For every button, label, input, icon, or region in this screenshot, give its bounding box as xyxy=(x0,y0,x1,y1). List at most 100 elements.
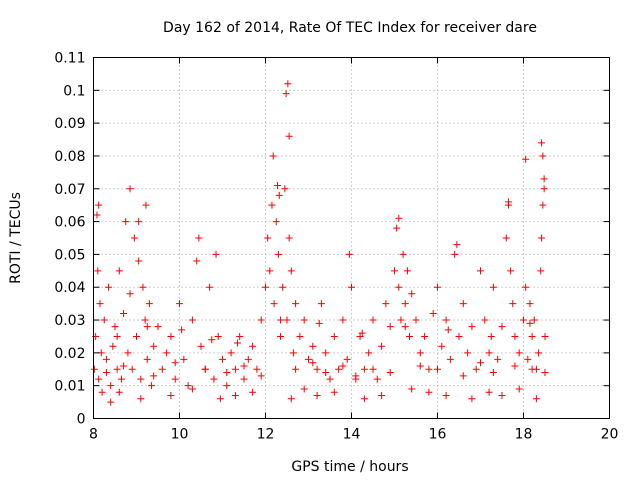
data-point xyxy=(539,152,547,160)
data-point xyxy=(541,332,549,340)
data-point xyxy=(395,283,403,291)
data-point xyxy=(309,342,317,350)
data-point xyxy=(137,375,145,383)
data-point xyxy=(401,300,409,308)
data-point xyxy=(421,332,429,340)
y-axis-label: ROTI / TECUs xyxy=(8,192,24,284)
data-point xyxy=(126,290,134,298)
data-point xyxy=(393,224,401,232)
data-point xyxy=(504,198,512,206)
data-point xyxy=(244,355,252,363)
data-point xyxy=(535,349,543,357)
data-point xyxy=(240,362,248,370)
data-point xyxy=(137,395,145,403)
data-point xyxy=(269,152,277,160)
y-tick-label: 0.07 xyxy=(54,182,85,198)
data-point xyxy=(399,250,407,258)
data-point xyxy=(188,385,196,393)
data-point xyxy=(397,316,405,324)
data-point xyxy=(502,234,510,242)
data-point xyxy=(223,369,231,377)
data-point xyxy=(171,359,179,367)
data-point xyxy=(281,185,289,193)
data-point xyxy=(264,234,272,242)
data-point xyxy=(274,181,282,189)
data-markers xyxy=(90,80,549,406)
data-point xyxy=(102,355,110,363)
data-point xyxy=(434,283,441,291)
data-point xyxy=(109,342,117,350)
data-point xyxy=(128,365,136,373)
data-point xyxy=(94,267,102,275)
data-point xyxy=(369,316,377,324)
data-point xyxy=(292,365,300,373)
data-point xyxy=(111,323,119,331)
data-point xyxy=(511,362,519,370)
data-point xyxy=(188,316,196,324)
data-point xyxy=(378,392,386,400)
data-point xyxy=(163,349,171,357)
x-tick-label: 16 xyxy=(429,427,447,443)
data-point xyxy=(468,395,476,403)
data-point xyxy=(515,385,523,393)
x-tick-label: 12 xyxy=(257,427,275,443)
data-point xyxy=(541,369,549,377)
data-point xyxy=(326,375,334,383)
data-point xyxy=(528,332,536,340)
data-point xyxy=(464,349,472,357)
data-point xyxy=(322,369,330,377)
data-point xyxy=(352,372,360,380)
data-point xyxy=(313,392,321,400)
data-point xyxy=(287,395,295,403)
data-point xyxy=(489,369,497,377)
y-tick-label: 0.05 xyxy=(54,247,85,263)
data-point xyxy=(117,375,125,383)
data-point xyxy=(272,218,280,226)
data-point xyxy=(262,283,269,291)
data-point xyxy=(234,339,242,347)
data-point xyxy=(195,234,203,242)
data-point xyxy=(93,211,101,219)
data-point xyxy=(133,332,140,340)
data-point xyxy=(176,300,183,308)
data-point xyxy=(472,365,480,373)
data-point xyxy=(451,250,459,258)
data-point xyxy=(167,392,175,400)
data-point xyxy=(538,234,546,242)
data-point xyxy=(167,332,175,340)
data-point xyxy=(494,355,502,363)
data-point xyxy=(498,323,506,331)
data-point xyxy=(330,388,338,396)
data-point xyxy=(208,336,216,344)
data-point xyxy=(489,283,497,291)
data-point xyxy=(193,257,201,265)
data-point xyxy=(391,267,398,275)
data-point xyxy=(113,332,121,340)
data-point xyxy=(446,355,454,363)
data-point xyxy=(524,355,532,363)
data-point xyxy=(408,290,416,298)
data-point xyxy=(339,316,347,324)
data-point xyxy=(532,395,540,403)
data-point xyxy=(130,234,138,242)
data-point xyxy=(315,319,323,327)
data-point xyxy=(284,80,292,88)
data-point xyxy=(429,309,437,317)
data-point xyxy=(305,355,312,363)
data-point xyxy=(477,267,484,275)
data-point xyxy=(184,382,192,390)
data-point xyxy=(322,349,330,357)
data-point xyxy=(266,267,274,275)
data-point xyxy=(300,385,308,393)
data-point xyxy=(330,332,338,340)
data-point xyxy=(339,362,347,370)
data-point xyxy=(522,155,530,163)
data-point xyxy=(120,362,128,370)
x-axis-label: GPS time / hours xyxy=(291,459,408,475)
data-point xyxy=(522,283,530,291)
y-tick-label: 0.08 xyxy=(54,149,85,165)
data-point xyxy=(507,267,515,275)
data-point xyxy=(343,355,351,363)
data-point xyxy=(416,362,424,370)
